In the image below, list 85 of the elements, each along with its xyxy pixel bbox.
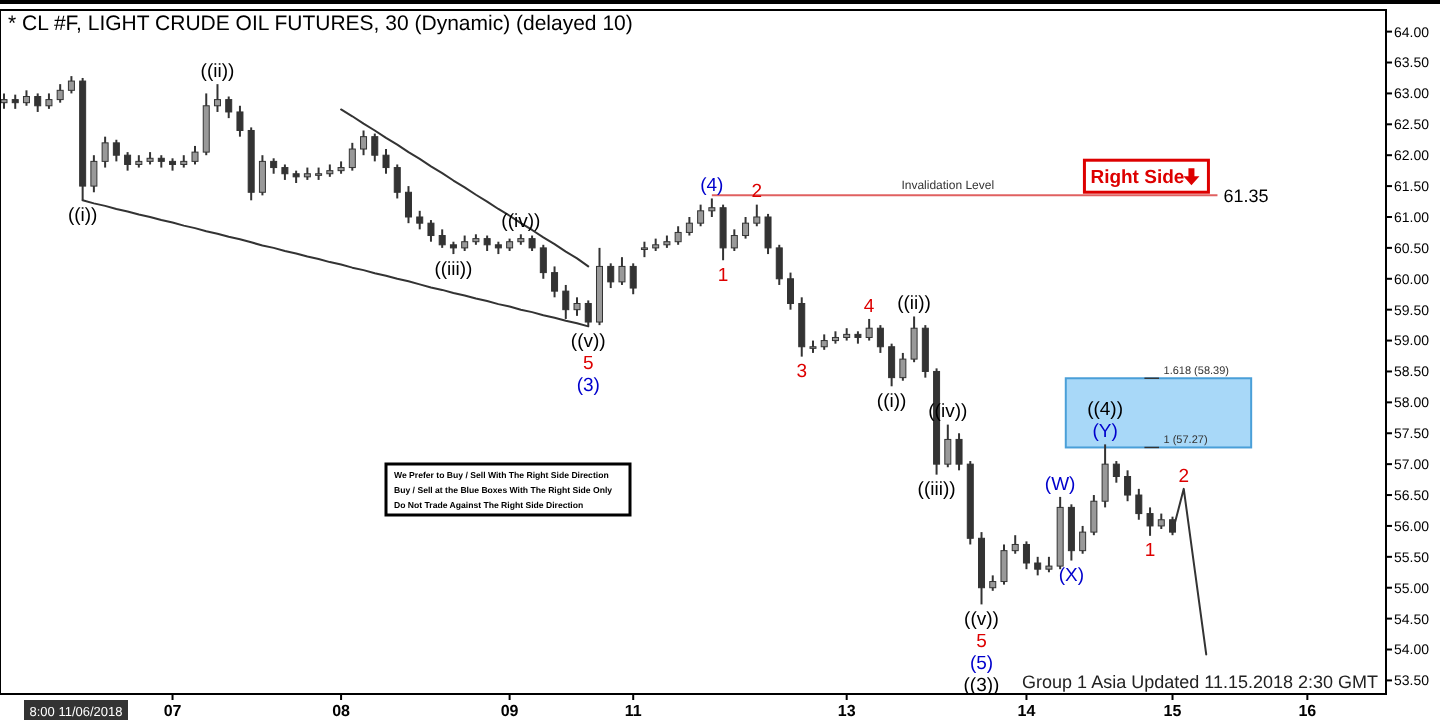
candlestick [393, 163, 401, 200]
annotation: ((i)) [67, 204, 98, 227]
candlestick [562, 283, 570, 320]
candlestick [876, 324, 884, 354]
annotation: 5 [582, 353, 594, 376]
candlestick [348, 141, 356, 172]
annotation: 3 [796, 361, 808, 384]
annotation: ((iii)) [917, 479, 956, 502]
annotation: ((v)) [570, 331, 606, 354]
x-tick-label: 13 [837, 702, 857, 720]
candlestick [1067, 503, 1075, 562]
candlestick [607, 262, 615, 290]
annotation: (5) [969, 653, 994, 676]
candlestick [1011, 534, 1019, 555]
annotation: (3) [576, 375, 600, 398]
annotation: 1 [1144, 540, 1156, 563]
x-tick-label: 07 [163, 702, 183, 720]
annotation: (Y) [1092, 421, 1118, 444]
candlestick [371, 132, 379, 163]
annotation: Right Side [1090, 166, 1185, 189]
candlestick [416, 209, 424, 231]
x-tick-label: 09 [500, 702, 520, 720]
candlestick [798, 296, 806, 358]
candlestick [225, 95, 233, 120]
candlestick [1000, 543, 1008, 586]
candlestick [1034, 555, 1042, 577]
candlestick [1022, 540, 1030, 571]
candlestick [921, 324, 929, 379]
candlestick [202, 92, 210, 157]
candlestick [888, 342, 896, 388]
candlestick [56, 83, 64, 104]
chart-title: * CL #F, LIGHT CRUDE OIL FUTURES, 30 (Dynamic) (delayed 10) [8, 12, 633, 36]
candlestick [573, 296, 581, 317]
candlestick [944, 423, 952, 469]
candlestick [775, 243, 783, 286]
candlestick [236, 104, 244, 138]
x-tick-label: 16 [1298, 702, 1318, 720]
annotation: ((ii)) [897, 293, 931, 316]
candlestick [753, 203, 761, 228]
candlestick [360, 129, 368, 157]
candlestick [427, 219, 435, 243]
candlestick [730, 228, 738, 252]
annotation: 4 [863, 295, 875, 318]
candlestick [124, 151, 132, 172]
candlestick [1124, 469, 1132, 503]
candlestick [955, 432, 963, 472]
x-tick-label: 08 [332, 702, 352, 720]
candlestick [697, 203, 705, 228]
x-tick-label: 15 [1163, 702, 1183, 720]
annotation: ((4)) [1087, 399, 1124, 422]
annotation: ((iii)) [434, 258, 473, 281]
candlestick [551, 265, 559, 299]
candlestick [382, 148, 390, 175]
annotation: (X) [1058, 565, 1085, 588]
annotation: Group 1 Asia Updated 11.15.2018 2:30 GMT [1022, 672, 1379, 692]
candlestick [34, 92, 42, 113]
candlestick [1135, 487, 1143, 521]
candlestick [1112, 460, 1120, 484]
candlestick [258, 154, 266, 197]
candlestick [629, 262, 637, 296]
x-tick-label: 11 [624, 702, 643, 720]
annotation: (W) [1044, 473, 1076, 496]
candlestick [404, 185, 412, 225]
annotation: ((v)) [964, 609, 999, 632]
x-tick-label: 14 [1017, 702, 1037, 720]
candlestick [787, 271, 794, 311]
candlestick [742, 215, 750, 240]
candlestick [1146, 506, 1154, 537]
annotation: ((ii)) [200, 60, 235, 83]
annotation: 2 [1178, 465, 1190, 488]
candlestick [213, 83, 221, 113]
candlestick [1079, 524, 1087, 555]
candlestick [112, 138, 120, 163]
candlestick [865, 317, 873, 342]
annotation: ((i)) [876, 390, 907, 413]
candlestick [685, 215, 693, 237]
annotation: 5 [976, 631, 987, 654]
candlestick [618, 256, 626, 286]
annotation: 1 [717, 264, 729, 287]
annotation: (4) [700, 175, 724, 198]
candlestick [438, 228, 446, 249]
candlestick [539, 243, 547, 280]
ref-line-label: 61.35 [1223, 185, 1269, 206]
candlestick [764, 212, 772, 256]
candlestick [191, 144, 199, 166]
